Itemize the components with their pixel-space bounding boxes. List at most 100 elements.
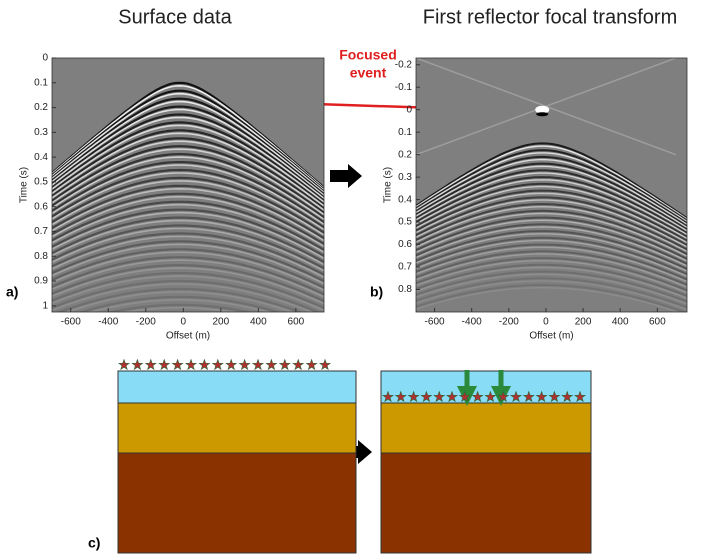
event xyxy=(52,283,314,312)
event xyxy=(122,307,237,312)
x-tick-label: 200 xyxy=(212,317,229,328)
receiver xyxy=(548,390,561,403)
event xyxy=(77,295,282,312)
receiver xyxy=(394,390,407,403)
y-tick-label: 0.3 xyxy=(398,172,412,183)
panel-label: a) xyxy=(6,284,18,300)
event xyxy=(52,168,324,229)
y-tick-label: 0.1 xyxy=(34,77,48,88)
panel-label: b) xyxy=(370,284,383,300)
event xyxy=(416,287,680,312)
event xyxy=(416,219,687,262)
receiver xyxy=(318,358,332,371)
receiver xyxy=(225,358,238,371)
annotation-text: Focused xyxy=(339,47,397,63)
event xyxy=(416,270,687,303)
event xyxy=(416,246,687,283)
receiver xyxy=(305,358,318,371)
event xyxy=(52,224,324,270)
seismic-panel: -600 -400 -200 0 200 400 600 -0.2 -0.1 0 0.1 0.2 0.3… xyxy=(370,57,688,342)
receiver xyxy=(484,390,497,403)
event xyxy=(52,259,324,298)
y-tick-label: 0.6 xyxy=(34,201,48,212)
event xyxy=(416,273,687,305)
event xyxy=(416,192,687,244)
event xyxy=(416,277,687,309)
event xyxy=(52,251,324,292)
receiver xyxy=(238,358,251,371)
receiver xyxy=(117,358,131,371)
receiver xyxy=(433,390,446,403)
event xyxy=(416,152,687,223)
y-tick-label: 0.8 xyxy=(398,284,412,295)
receiver xyxy=(445,390,459,403)
event xyxy=(416,209,687,256)
event xyxy=(416,203,687,251)
event xyxy=(52,140,324,212)
receiver xyxy=(292,358,305,371)
event xyxy=(416,142,687,220)
event xyxy=(52,161,324,224)
event xyxy=(52,196,324,248)
y-tick-label: 0 xyxy=(42,53,48,64)
y-tick-label: 0.5 xyxy=(34,177,48,188)
x-tick-label: 600 xyxy=(288,317,305,328)
event xyxy=(416,196,687,247)
event xyxy=(416,149,687,222)
event xyxy=(416,145,687,220)
event xyxy=(416,230,687,271)
event xyxy=(52,192,324,246)
event xyxy=(52,267,324,305)
event xyxy=(416,266,687,299)
receiver xyxy=(381,390,395,403)
x-tick-label: -400 xyxy=(462,317,482,328)
receiver xyxy=(573,390,587,403)
event xyxy=(52,129,324,206)
y-tick-label: -0.2 xyxy=(395,59,413,70)
event xyxy=(52,172,324,231)
event xyxy=(416,280,687,311)
event xyxy=(52,211,324,260)
axes-frame xyxy=(51,57,325,313)
event xyxy=(416,189,687,242)
event xyxy=(52,216,324,264)
receiver xyxy=(184,358,198,371)
receiver xyxy=(198,358,211,371)
event xyxy=(416,182,687,238)
event xyxy=(52,227,324,272)
x-tick-label: 0 xyxy=(181,317,187,328)
event xyxy=(52,148,324,216)
receiver xyxy=(471,390,484,403)
x-tick-label: -200 xyxy=(136,317,156,328)
x-tick-label: -600 xyxy=(425,317,445,328)
event xyxy=(52,243,324,285)
event xyxy=(416,162,687,228)
event xyxy=(416,260,687,294)
x-axis-label: Offset (m) xyxy=(166,331,210,342)
event xyxy=(52,200,324,252)
event xyxy=(416,284,687,312)
receivers xyxy=(117,358,587,403)
title-right: First reflector focal transform xyxy=(423,6,678,28)
receiver xyxy=(497,390,510,403)
receiver xyxy=(251,358,265,371)
event xyxy=(52,145,324,215)
y-tick-label: 0.6 xyxy=(398,239,412,250)
y-tick-label: 0.4 xyxy=(398,194,412,205)
receiver xyxy=(407,390,420,403)
x-tick-label: 400 xyxy=(612,317,629,328)
y-tick-label: 0 xyxy=(406,104,412,115)
y-tick-label: 0.2 xyxy=(398,149,412,160)
event xyxy=(416,253,687,288)
event xyxy=(64,291,295,312)
event xyxy=(52,156,324,221)
event xyxy=(416,185,687,240)
title-left: Surface data xyxy=(118,6,232,28)
event xyxy=(52,152,324,219)
event xyxy=(52,164,324,226)
event xyxy=(52,187,324,242)
x-tick-label: 0 xyxy=(543,317,549,328)
event xyxy=(416,165,687,229)
event xyxy=(106,303,253,312)
